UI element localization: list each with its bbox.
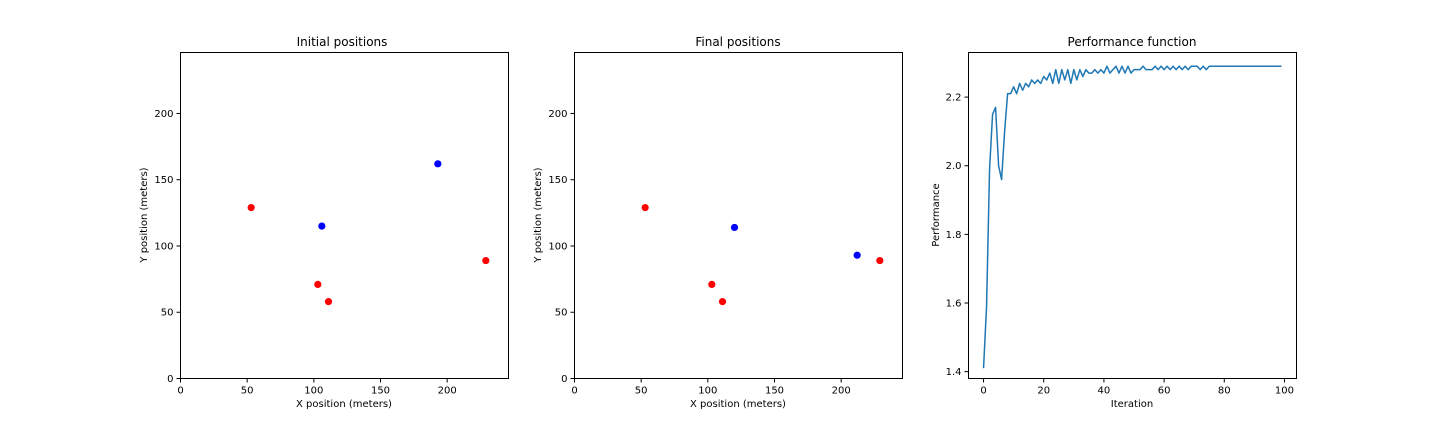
x-tick-label: 0 xyxy=(980,386,986,397)
x-tick-label: 100 xyxy=(698,386,717,397)
y-tick-label: 1.8 xyxy=(946,230,962,241)
scatter-point xyxy=(641,203,649,212)
scatter-point xyxy=(314,280,322,289)
scatter-point xyxy=(708,280,716,289)
y-tick-label: 2.0 xyxy=(946,161,962,172)
scatter-point xyxy=(482,256,490,265)
y-tick-label: 50 xyxy=(161,308,174,319)
x-tick-label: 100 xyxy=(1275,386,1294,397)
x-tick-label: 200 xyxy=(438,386,457,397)
ticks-performance: 0 20 40 60 80 100 1.4 1.6 1.8 2.0 2.2 xyxy=(946,93,1294,397)
x-tick-label: 0 xyxy=(571,386,577,397)
marks-performance xyxy=(982,65,1282,369)
chart-title: Initial positions xyxy=(297,35,388,49)
chart-title: Final positions xyxy=(695,35,780,49)
x-tick-label: 50 xyxy=(635,386,648,397)
scatter-point xyxy=(730,223,739,232)
y-tick-label: 200 xyxy=(154,109,173,120)
y-tick-label: 200 xyxy=(548,109,567,120)
y-axis-label: Performance xyxy=(931,183,942,246)
marks-initial xyxy=(247,160,490,306)
x-axis-label: X position (meters) xyxy=(690,399,786,410)
scatter-point xyxy=(247,203,255,212)
x-tick-label: 80 xyxy=(1218,386,1231,397)
y-tick-label: 100 xyxy=(548,241,567,252)
x-tick-label: 100 xyxy=(304,386,323,397)
x-tick-label: 0 xyxy=(177,386,183,397)
x-tick-label: 150 xyxy=(765,386,784,397)
marks-final xyxy=(641,203,884,306)
ticks-initial: 0 50 100 150 200 0 50 100 150 200 xyxy=(154,109,456,397)
x-tick-label: 40 xyxy=(1098,386,1111,397)
panel-performance: Performance function 0 20 40 60 80 100 1.4 1.6 1… xyxy=(931,35,1297,410)
y-tick-label: 50 xyxy=(555,308,568,319)
x-tick-label: 50 xyxy=(241,386,254,397)
chart-title: Performance function xyxy=(1068,35,1197,49)
performance-line xyxy=(982,65,1282,369)
y-tick-label: 0 xyxy=(167,374,173,385)
x-axis-label: Iteration xyxy=(1111,399,1153,410)
y-tick-label: 100 xyxy=(154,241,173,252)
scatter-point xyxy=(324,298,333,306)
scatter-point xyxy=(718,298,727,306)
x-tick-label: 60 xyxy=(1158,386,1171,397)
y-tick-label: 0 xyxy=(561,374,567,385)
x-tick-label: 200 xyxy=(832,386,851,397)
panel-initial-positions: Initial positions 0 50 100 150 200 0 50 100 150 2… xyxy=(139,35,509,410)
plot-frame xyxy=(968,52,1297,379)
ticks-final: 0 50 100 150 200 0 50 100 150 200 xyxy=(548,109,850,397)
y-tick-label: 150 xyxy=(548,175,567,186)
x-axis-label: X position (meters) xyxy=(296,399,392,410)
plot-frame xyxy=(180,52,509,379)
scatter-point xyxy=(318,222,326,230)
y-axis-label: Y position (meters) xyxy=(139,167,150,263)
x-tick-label: 150 xyxy=(371,386,390,397)
scatter-point xyxy=(434,160,442,168)
scatter-point xyxy=(876,256,884,265)
y-tick-label: 1.4 xyxy=(946,367,962,378)
y-tick-label: 150 xyxy=(154,175,173,186)
y-tick-label: 2.2 xyxy=(946,93,962,104)
scatter-point xyxy=(853,251,861,259)
plot-frame xyxy=(574,52,903,379)
x-tick-label: 20 xyxy=(1037,386,1050,397)
panel-final-positions: Final positions 0 50 100 150 200 0 50 100 150 200… xyxy=(533,35,903,410)
y-tick-label: 1.6 xyxy=(946,299,962,310)
y-axis-label: Y position (meters) xyxy=(533,167,544,263)
